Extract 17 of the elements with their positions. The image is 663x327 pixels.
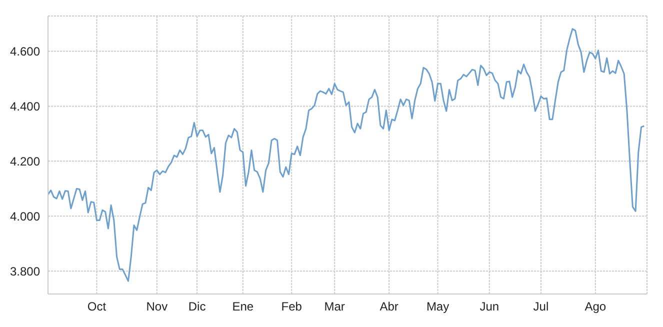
x-tick-label: May xyxy=(426,300,450,314)
x-tick-label: Ago xyxy=(584,300,606,314)
x-tick-label: Abr xyxy=(380,300,398,314)
x-tick-label: Dic xyxy=(188,300,206,314)
x-tick-label: Jul xyxy=(533,300,549,314)
y-tick-label: 4.200 xyxy=(10,154,40,168)
x-tick-label: Ene xyxy=(232,300,254,314)
y-tick-label: 4.600 xyxy=(10,44,40,58)
y-tick-label: 3.800 xyxy=(10,264,40,278)
x-tick-label: Feb xyxy=(281,300,302,314)
x-tick-label: Jun xyxy=(480,300,500,314)
x-tick-label: Nov xyxy=(146,300,168,314)
y-tick-label: 4.000 xyxy=(10,209,40,224)
y-tick-label: 4.400 xyxy=(10,99,40,114)
x-tick-label: Mar xyxy=(324,300,345,314)
x-tick-label: Oct xyxy=(87,300,107,314)
line-series xyxy=(48,28,645,282)
